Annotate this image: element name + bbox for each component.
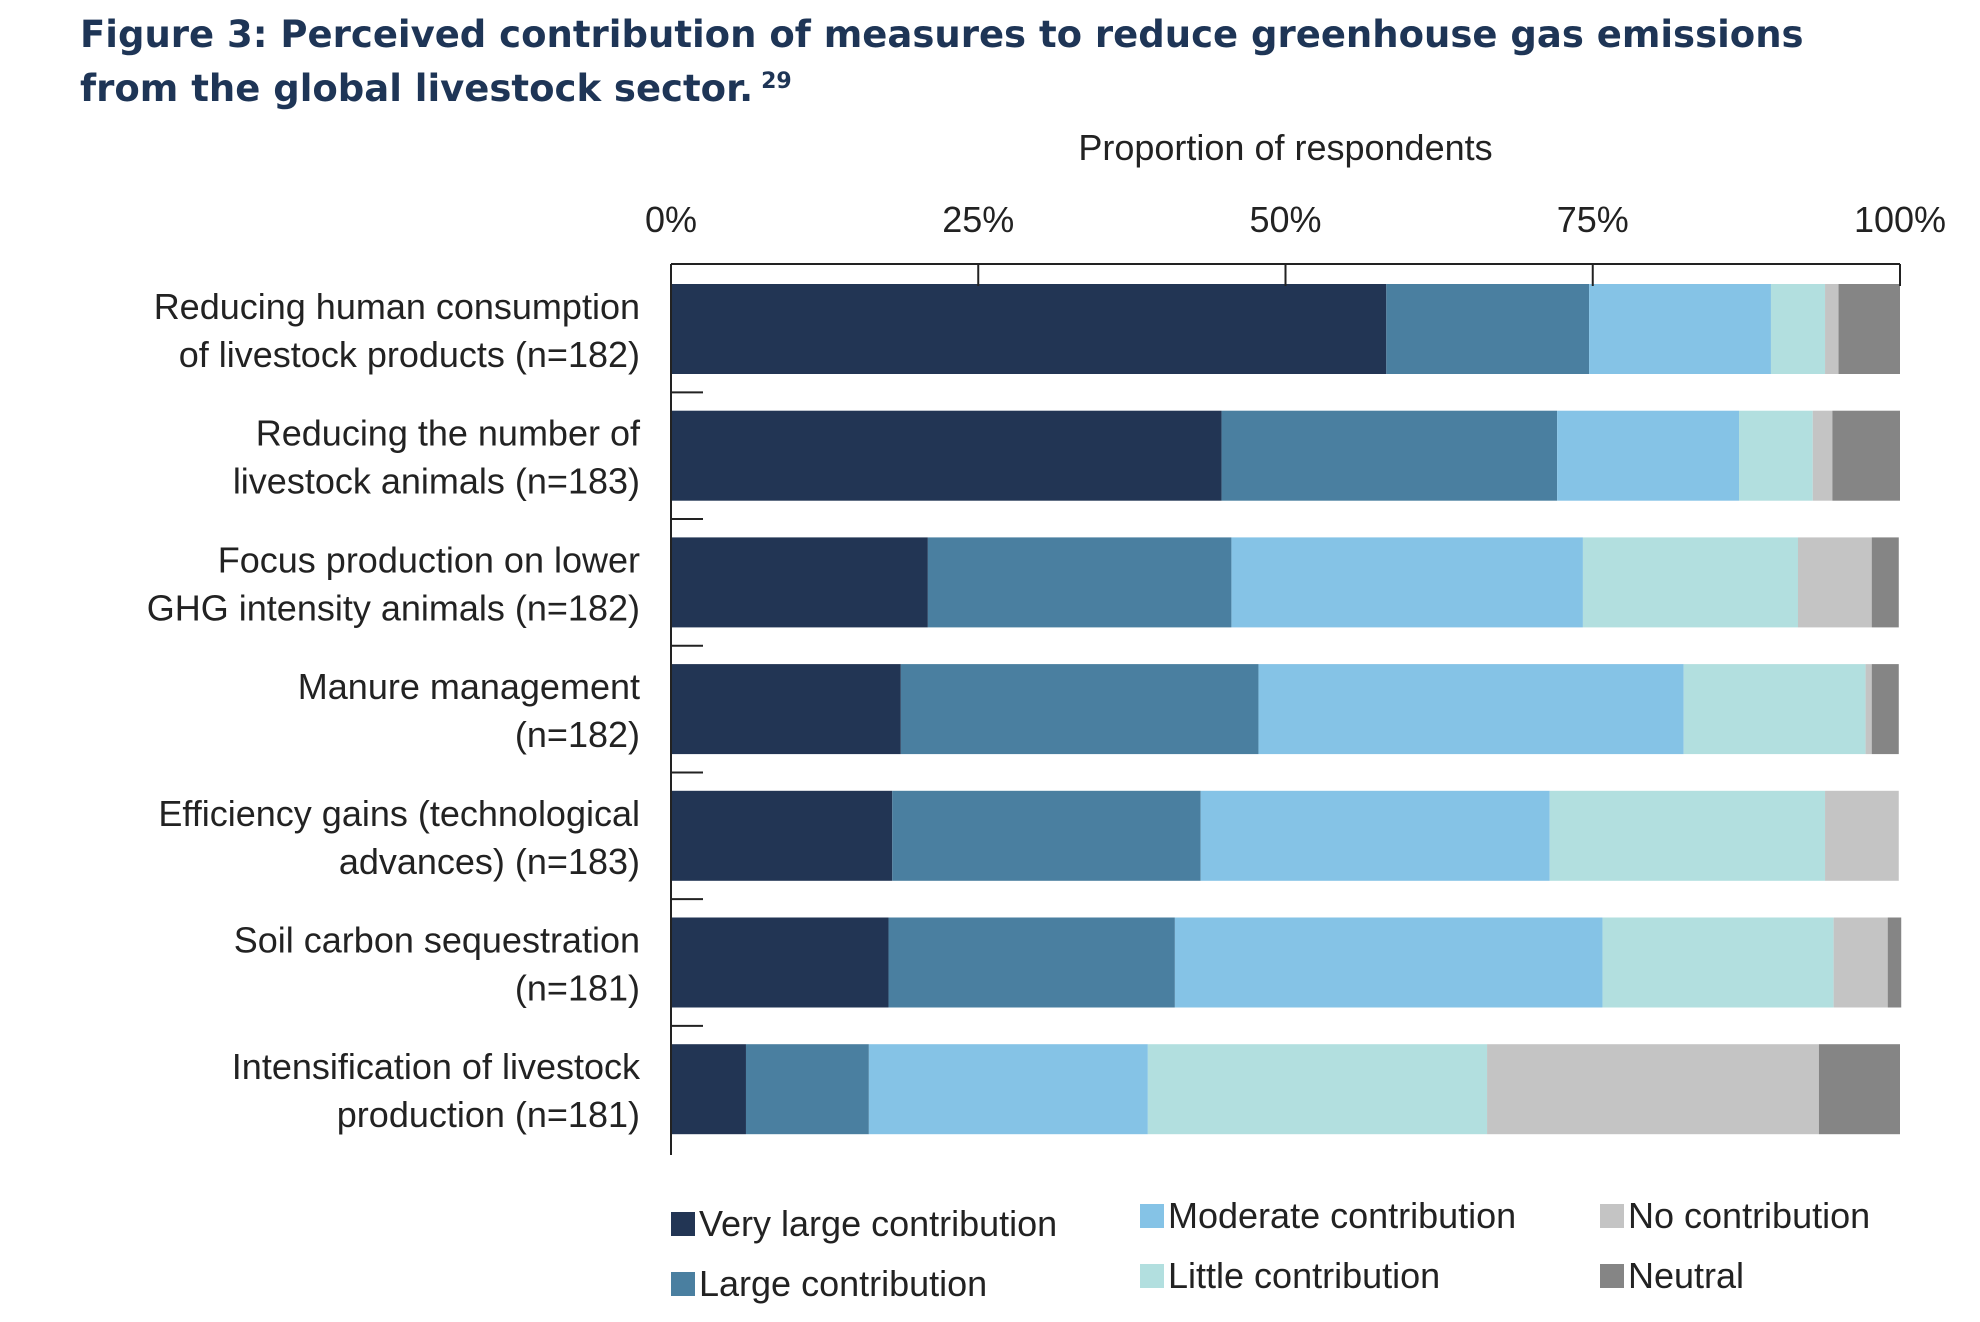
- category-label: advances) (n=183): [339, 841, 640, 882]
- bar-segment: [671, 1044, 746, 1135]
- category-label: (n=182): [515, 714, 640, 755]
- title-line-2: from the global livestock sector. 29: [80, 62, 1920, 116]
- bar-segment: [671, 537, 928, 628]
- legend: Very large contribution Large contributio…: [671, 1195, 1870, 1304]
- x-tick-label: 100%: [1854, 199, 1946, 240]
- x-tick-label: 50%: [1249, 199, 1321, 240]
- bar-segment: [1147, 1044, 1488, 1135]
- category-label: livestock animals (n=183): [233, 461, 640, 502]
- legend-label: Moderate contribution: [1168, 1195, 1516, 1236]
- bar-segment: [1683, 664, 1866, 755]
- legend-label: Very large contribution: [699, 1203, 1057, 1244]
- bar-segment: [1487, 1044, 1819, 1135]
- bar-segment: [1825, 790, 1899, 881]
- bar-segment: [671, 284, 1387, 374]
- category-label: of livestock products (n=182): [179, 334, 640, 375]
- bar-segment: [1838, 284, 1900, 374]
- legend-swatch: [671, 1212, 695, 1236]
- legend-swatch: [1600, 1204, 1624, 1228]
- bar-segment: [1871, 664, 1899, 755]
- bar-segment: [1174, 917, 1603, 1008]
- bar-segment: [888, 917, 1175, 1008]
- bar-segment: [1818, 1044, 1900, 1135]
- bar-segment: [927, 537, 1232, 628]
- category-label: (n=181): [515, 968, 640, 1009]
- footnote-marker: 29: [761, 68, 792, 94]
- category-labels: Reducing human consumption of livestock p…: [147, 286, 641, 1135]
- bar-segment: [745, 1044, 869, 1135]
- legend-label: Little contribution: [1168, 1255, 1440, 1296]
- x-tick-label: 75%: [1557, 199, 1629, 240]
- bar-segment: [1258, 664, 1684, 755]
- category-label: production (n=181): [337, 1094, 640, 1135]
- bar-segment: [1739, 410, 1813, 501]
- bar-segment: [671, 410, 1222, 501]
- bar-segment: [892, 790, 1201, 881]
- title-line-1: Figure 3: Perceived contribution of meas…: [80, 13, 1804, 56]
- bar-segment: [1797, 537, 1872, 628]
- legend-swatch: [1600, 1264, 1624, 1288]
- category-label: Intensification of livestock: [232, 1046, 641, 1087]
- bar-segment: [671, 790, 893, 881]
- x-tick-label: 25%: [942, 199, 1014, 240]
- category-label: Manure management: [298, 666, 640, 707]
- bar-segment: [900, 664, 1259, 755]
- title-line-2-text: from the global livestock sector.: [80, 67, 754, 110]
- bar-segment: [1887, 917, 1902, 1008]
- category-label: Efficiency gains (technological: [158, 793, 640, 834]
- legend-label: Large contribution: [699, 1263, 987, 1304]
- bar-segment: [1582, 537, 1798, 628]
- bar-segment: [1832, 410, 1900, 501]
- bar-segment: [1386, 284, 1590, 374]
- legend-swatch: [671, 1272, 695, 1296]
- axis-layer: Proportion of respondents 0% 25% 50% 75% 100%: [645, 127, 1946, 1155]
- figure-title: Figure 3: Perceived contribution of meas…: [80, 8, 1920, 116]
- bar-segment: [1231, 537, 1583, 628]
- legend-swatch: [1140, 1204, 1164, 1228]
- bar-segment: [671, 917, 889, 1008]
- bars-layer: [671, 284, 1902, 1135]
- bar-segment: [671, 664, 901, 755]
- category-label: Focus production on lower: [218, 539, 640, 580]
- legend-label: Neutral: [1628, 1255, 1744, 1296]
- x-tick-label: 0%: [645, 199, 697, 240]
- bar-segment: [1549, 790, 1826, 881]
- bar-segment: [1833, 917, 1888, 1008]
- legend-label: No contribution: [1628, 1195, 1870, 1236]
- x-axis-label: Proportion of respondents: [1078, 127, 1492, 168]
- category-label: GHG intensity animals (n=182): [147, 587, 640, 628]
- bar-segment: [1221, 410, 1558, 501]
- category-label: Reducing the number of: [256, 413, 641, 454]
- bar-segment: [1865, 664, 1872, 755]
- bar-segment: [1825, 284, 1839, 374]
- category-label: Reducing human consumption: [154, 286, 640, 327]
- bar-segment: [1871, 537, 1899, 628]
- legend-swatch: [1140, 1264, 1164, 1288]
- bar-segment: [1200, 790, 1550, 881]
- bar-segment: [1770, 284, 1826, 374]
- bar-segment: [1602, 917, 1834, 1008]
- bar-segment: [1812, 410, 1833, 501]
- bar-segment: [1589, 284, 1771, 374]
- bar-segment: [1557, 410, 1740, 501]
- category-label: Soil carbon sequestration: [234, 920, 640, 961]
- bar-segment: [868, 1044, 1148, 1135]
